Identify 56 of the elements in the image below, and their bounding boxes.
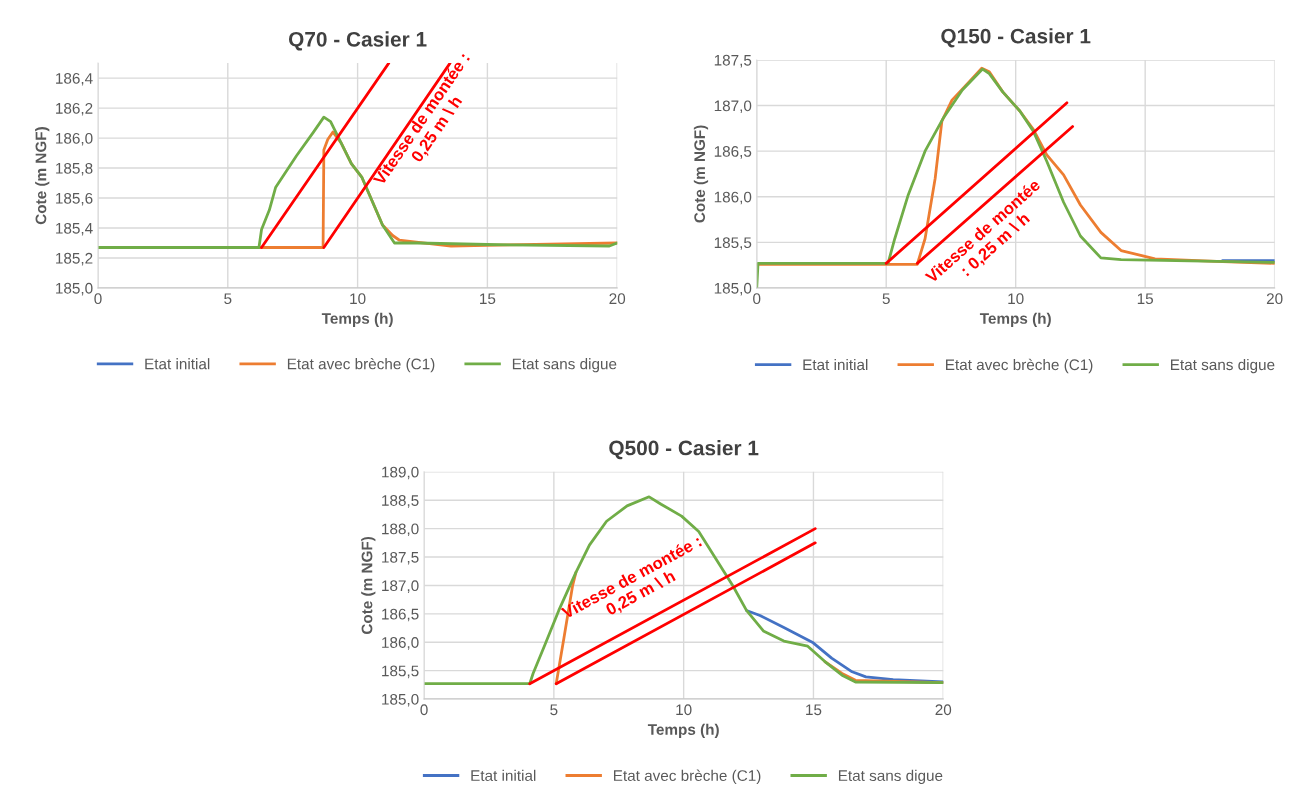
legend-label: Etat initial xyxy=(803,358,868,371)
x-axis-title: Temps (h) xyxy=(647,723,719,738)
chart-title: Q150 - Casier 1 xyxy=(941,28,1091,48)
x-axis-title: Temps (h) xyxy=(979,312,1051,327)
y-tick-label: 186,5 xyxy=(714,146,752,159)
y-tick-label: 185,5 xyxy=(382,665,419,679)
legend-label: Etat initial xyxy=(471,769,536,782)
y-axis-title: Cote (m NGF) xyxy=(35,127,50,225)
x-tick-label: 20 xyxy=(935,704,952,716)
x-tick-label: 5 xyxy=(550,704,558,716)
x-tick-label: 20 xyxy=(609,293,626,305)
y-tick-label: 186,5 xyxy=(382,608,419,622)
x-tick-label: 10 xyxy=(350,293,366,305)
x-tick-label: 0 xyxy=(420,704,428,716)
y-tick-label: 187,5 xyxy=(382,551,419,565)
x-tick-label: 15 xyxy=(480,293,496,305)
legend-label: Etat avec brèche (C1) xyxy=(613,769,761,785)
y-tick-label: 185,8 xyxy=(56,162,93,176)
y-tick-label: 185,2 xyxy=(56,252,93,266)
y-tick-label: 186,2 xyxy=(56,102,93,116)
legend-label: Etat sans digue xyxy=(512,358,617,373)
x-tick-label: 0 xyxy=(753,293,761,305)
y-tick-label: 185,0 xyxy=(56,282,93,296)
y-tick-label: 187,0 xyxy=(382,580,419,593)
legend-label: Etat avec brèche (C1) xyxy=(946,358,1093,374)
x-tick-label: 10 xyxy=(676,704,692,716)
x-tick-label: 15 xyxy=(1137,293,1154,305)
chart-title: Q500 - Casier 1 xyxy=(609,440,759,460)
y-tick-label: 186,4 xyxy=(56,72,93,86)
chart-title: Q70 - Casier 1 xyxy=(288,31,427,51)
x-tick-label: 5 xyxy=(224,293,232,305)
legend-label: Etat avec brèche (C1) xyxy=(287,357,435,373)
y-tick-label: 185,4 xyxy=(56,222,93,236)
legend-label: Etat initial xyxy=(145,358,210,370)
x-tick-label: 5 xyxy=(882,293,890,305)
y-tick-label: 185,6 xyxy=(56,192,93,206)
x-tick-label: 20 xyxy=(1266,293,1283,305)
y-axis-title: Cote (m NGF) xyxy=(693,125,709,223)
y-tick-label: 186,0 xyxy=(382,637,419,650)
x-tick-label: 0 xyxy=(94,293,102,305)
legend-label: Etat sans digue xyxy=(838,769,943,785)
y-tick-label: 186,0 xyxy=(714,191,752,205)
y-tick-label: 185,0 xyxy=(714,282,752,296)
y-tick-label: 189,0 xyxy=(382,466,419,480)
y-tick-label: 185,0 xyxy=(382,693,419,707)
y-axis-title: Cote (m NGF) xyxy=(361,536,376,635)
y-tick-label: 188,5 xyxy=(382,495,419,508)
x-tick-label: 15 xyxy=(806,704,822,716)
legend-label: Etat sans digue xyxy=(1171,358,1275,374)
y-tick-label: 186,0 xyxy=(56,132,93,146)
y-tick-label: 187,5 xyxy=(714,54,752,68)
x-tick-label: 10 xyxy=(1008,293,1024,305)
y-tick-label: 188,0 xyxy=(382,523,419,537)
y-tick-label: 185,5 xyxy=(714,237,752,250)
x-axis-title: Temps (h) xyxy=(321,312,393,327)
y-tick-label: 187,0 xyxy=(714,100,752,114)
